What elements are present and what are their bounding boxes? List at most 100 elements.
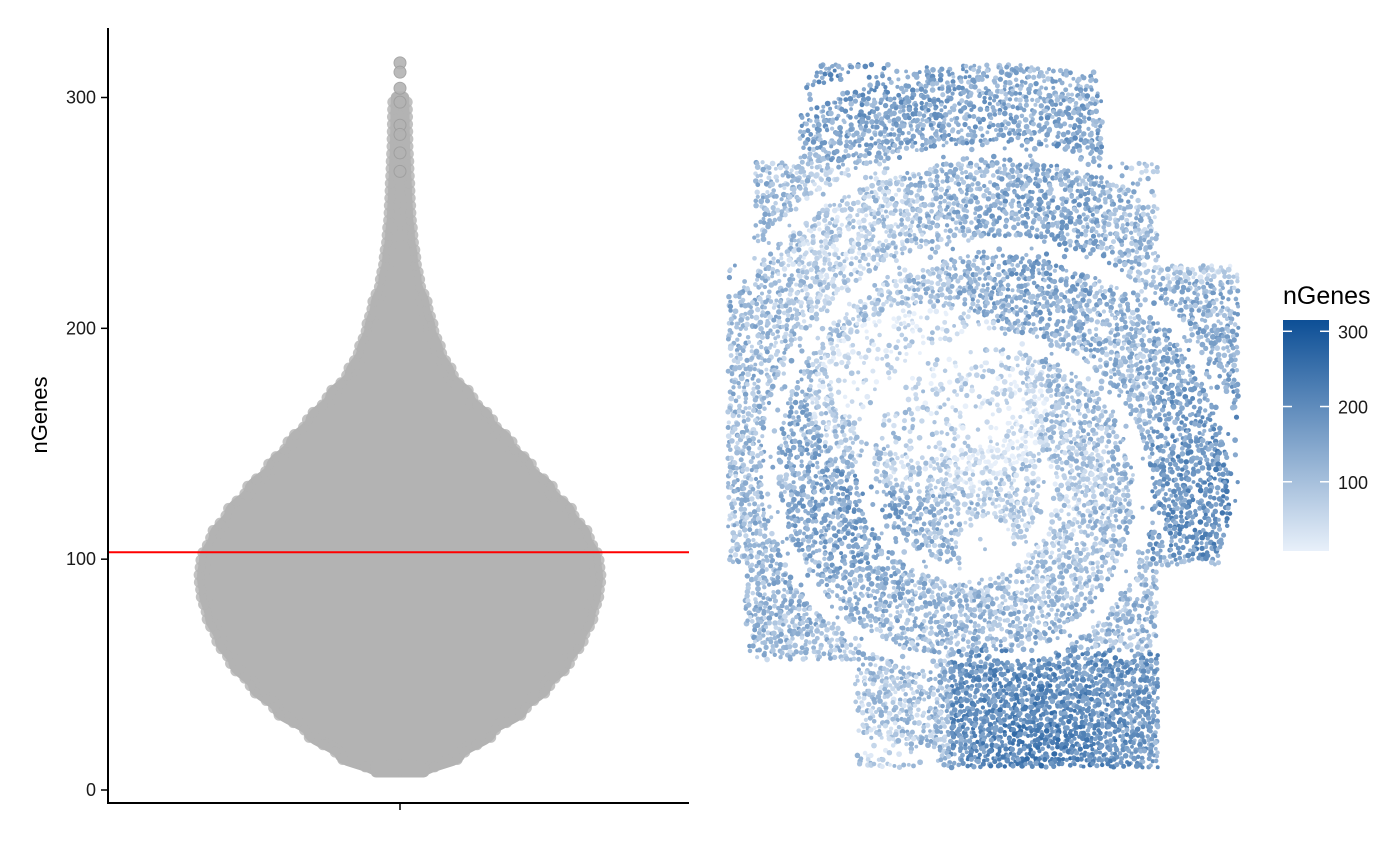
- cell-point: [726, 274, 733, 281]
- cell-point: [889, 196, 895, 202]
- cell-point: [1078, 89, 1083, 94]
- cell-point: [1043, 416, 1049, 423]
- cell-point: [969, 107, 974, 113]
- cell-point: [928, 144, 933, 149]
- cell-point: [1143, 282, 1149, 287]
- cell-point: [923, 89, 928, 95]
- cell-point: [1060, 304, 1066, 310]
- cell-point: [951, 232, 958, 239]
- cell-point: [1109, 375, 1113, 380]
- cell-point: [1002, 102, 1007, 107]
- cell-point: [1136, 354, 1141, 360]
- cell-point: [727, 345, 734, 352]
- cell-point: [996, 272, 1002, 278]
- cell-point: [1108, 231, 1113, 237]
- violin-edge-point: [263, 458, 275, 470]
- cell-point: [907, 176, 912, 181]
- cell-point: [920, 142, 925, 148]
- cell-point: [1051, 278, 1058, 285]
- cell-point: [1048, 272, 1053, 277]
- cell-point: [866, 262, 871, 267]
- cell-point: [1122, 341, 1127, 346]
- cell-point: [1061, 253, 1068, 260]
- cell-point: [1065, 347, 1070, 352]
- cell-point: [1044, 108, 1048, 113]
- cell-point: [898, 140, 904, 146]
- cell-point: [770, 212, 775, 217]
- cell-point: [991, 153, 997, 160]
- cell-point: [1081, 131, 1087, 137]
- cell-point: [1003, 223, 1009, 229]
- cell-point: [1233, 414, 1240, 420]
- cell-point: [842, 394, 848, 400]
- cell-point: [851, 420, 858, 427]
- cell-point: [1097, 163, 1102, 168]
- cell-point: [1014, 183, 1020, 189]
- cell-point: [1009, 299, 1015, 304]
- cell-point: [1064, 225, 1070, 231]
- cell-point: [901, 418, 908, 424]
- cell-point: [790, 261, 796, 267]
- cell-point: [1147, 408, 1153, 415]
- cell-point: [903, 231, 909, 237]
- cell-point: [910, 119, 915, 124]
- cell-point: [833, 362, 838, 367]
- cell-point: [1063, 72, 1069, 78]
- cell-point: [789, 168, 794, 173]
- cell-point: [929, 87, 936, 93]
- cell-point: [776, 334, 781, 339]
- cell-point: [936, 97, 941, 102]
- cell-point: [1097, 279, 1102, 284]
- cell-point: [1027, 410, 1032, 415]
- cell-point: [1207, 359, 1212, 364]
- cell-point: [964, 392, 970, 399]
- cell-point: [1052, 236, 1058, 242]
- cell-point: [1133, 347, 1137, 351]
- cell-point: [950, 405, 955, 410]
- cell-point: [941, 143, 946, 148]
- cell-point: [943, 327, 950, 334]
- cell-point: [1166, 416, 1172, 422]
- cell-point: [872, 197, 879, 204]
- cell-point: [1163, 301, 1169, 306]
- cell-point: [792, 238, 797, 243]
- cell-point: [1061, 98, 1066, 103]
- cell-point: [1144, 375, 1149, 380]
- cell-point: [873, 176, 879, 182]
- cell-point: [1160, 275, 1166, 281]
- cell-point: [1136, 413, 1142, 419]
- cell-point: [977, 93, 982, 99]
- cell-point: [869, 237, 874, 243]
- cell-point: [1044, 131, 1050, 138]
- cell-point: [1150, 274, 1156, 280]
- cell-point: [1112, 367, 1116, 372]
- cell-point: [821, 288, 826, 293]
- cell-point: [1065, 324, 1071, 330]
- cell-point: [1203, 408, 1208, 413]
- cell-point: [781, 420, 786, 426]
- cell-point: [1029, 370, 1035, 376]
- cell-point: [791, 248, 797, 254]
- cell-point: [1076, 202, 1082, 208]
- cell-point: [1031, 280, 1037, 286]
- cell-point: [996, 407, 1002, 414]
- cell-point: [908, 223, 914, 229]
- cell-point: [785, 282, 792, 288]
- cell-point: [887, 96, 894, 103]
- cell-point: [860, 404, 866, 410]
- cell-point: [829, 341, 834, 346]
- cell-point: [1123, 400, 1129, 406]
- cell-point: [1201, 269, 1207, 275]
- cell-point: [1082, 413, 1088, 420]
- cell-point: [934, 244, 941, 251]
- cell-point: [1015, 216, 1021, 222]
- cell-point: [1165, 276, 1171, 281]
- cell-point: [998, 88, 1005, 95]
- cell-point: [1165, 351, 1170, 356]
- cell-point: [1069, 171, 1075, 176]
- cell-point: [729, 371, 735, 377]
- cell-point: [836, 332, 842, 339]
- cell-point: [1136, 261, 1142, 267]
- cell-point: [1122, 358, 1129, 365]
